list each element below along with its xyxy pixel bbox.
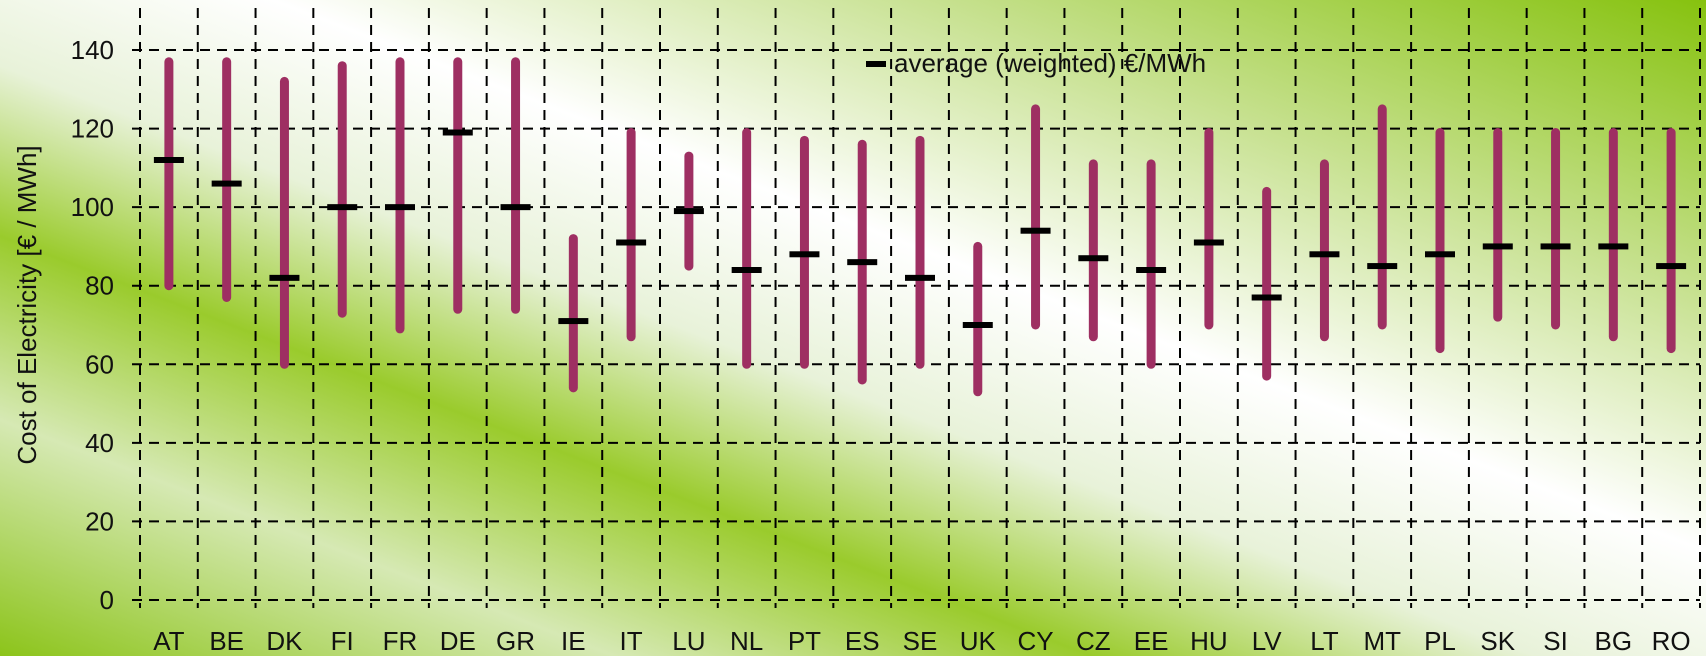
x-tick-label: UK: [960, 626, 997, 656]
average-marker-uk: [962, 322, 993, 328]
y-tick-label: 40: [85, 428, 114, 458]
y-tick-label: 80: [85, 271, 114, 301]
average-marker-sk: [1482, 243, 1513, 250]
x-tick-label: SI: [1543, 626, 1568, 656]
x-tick-label: ES: [845, 626, 880, 656]
average-marker-pt: [789, 251, 820, 258]
average-marker-ro: [1656, 263, 1687, 270]
x-tick-label: PT: [788, 626, 821, 656]
x-tick-label: AT: [153, 626, 184, 656]
x-tick-label: SE: [903, 626, 938, 656]
x-tick-label: NL: [730, 626, 763, 656]
x-tick-label: FR: [383, 626, 418, 656]
y-tick-label: 60: [85, 349, 114, 379]
average-marker-fi: [327, 204, 358, 211]
average-marker-be: [211, 180, 242, 187]
y-axis-label: Cost of Electricity [€ / MWh]: [12, 145, 42, 464]
x-tick-label: CZ: [1076, 626, 1111, 656]
y-tick-label: 100: [71, 192, 114, 222]
x-tick-label: PL: [1424, 626, 1456, 656]
y-tick-label: 120: [71, 114, 114, 144]
x-tick-label: SK: [1480, 626, 1515, 656]
x-tick-label: MT: [1363, 626, 1401, 656]
x-tick-label: EE: [1134, 626, 1169, 656]
average-marker-lt: [1309, 251, 1340, 258]
legend-label: average (weighted) €/MWh: [894, 48, 1206, 78]
average-marker-gr: [500, 204, 531, 211]
average-marker-de: [442, 129, 473, 136]
x-tick-label: BG: [1595, 626, 1633, 656]
x-tick-label: DE: [440, 626, 476, 656]
average-marker-pl: [1425, 251, 1455, 258]
average-marker-fr: [385, 204, 415, 211]
average-markers-layer: [153, 129, 1687, 328]
x-tick-label: LV: [1252, 626, 1283, 656]
x-tick-label: IT: [620, 626, 643, 656]
average-marker-nl: [731, 267, 762, 273]
x-tick-label: LT: [1310, 626, 1339, 656]
range-bars-layer: [164, 57, 1676, 397]
average-marker-ee: [1136, 267, 1167, 273]
average-marker-si: [1540, 243, 1571, 250]
average-marker-it: [616, 239, 647, 246]
legend: average (weighted) €/MWh: [866, 48, 1206, 78]
average-marker-hu: [1193, 239, 1224, 246]
average-marker-ie: [558, 318, 589, 325]
x-tick-label: FI: [331, 626, 354, 656]
x-tick-label: RO: [1652, 626, 1691, 656]
x-tick-label: CY: [1017, 626, 1053, 656]
axis-layer: 0 20 40 60 80 100 120 140 AT BE DK FI FR DE GR IE IT LU NL…: [71, 35, 1691, 656]
x-tick-label: GR: [496, 626, 535, 656]
average-marker-cz: [1078, 255, 1109, 262]
y-tick-label: 20: [85, 506, 114, 536]
y-tick-label: 0: [100, 585, 114, 615]
x-tick-label: IE: [561, 626, 586, 656]
average-marker-lu: [673, 208, 704, 215]
average-marker-cy: [1020, 227, 1051, 234]
average-marker-es: [847, 259, 878, 266]
average-marker-lv: [1251, 294, 1282, 301]
average-marker-at: [153, 157, 184, 163]
average-marker-bg: [1598, 243, 1629, 250]
x-tick-label: BE: [209, 626, 244, 656]
x-tick-label: HU: [1190, 626, 1228, 656]
legend-average-marker-icon: [866, 61, 886, 67]
x-tick-label: LU: [672, 626, 705, 656]
x-tick-label: DK: [266, 626, 303, 656]
average-marker-dk: [269, 274, 300, 281]
average-marker-se: [905, 274, 935, 281]
average-marker-mt: [1367, 263, 1398, 270]
y-tick-label: 140: [71, 35, 114, 65]
